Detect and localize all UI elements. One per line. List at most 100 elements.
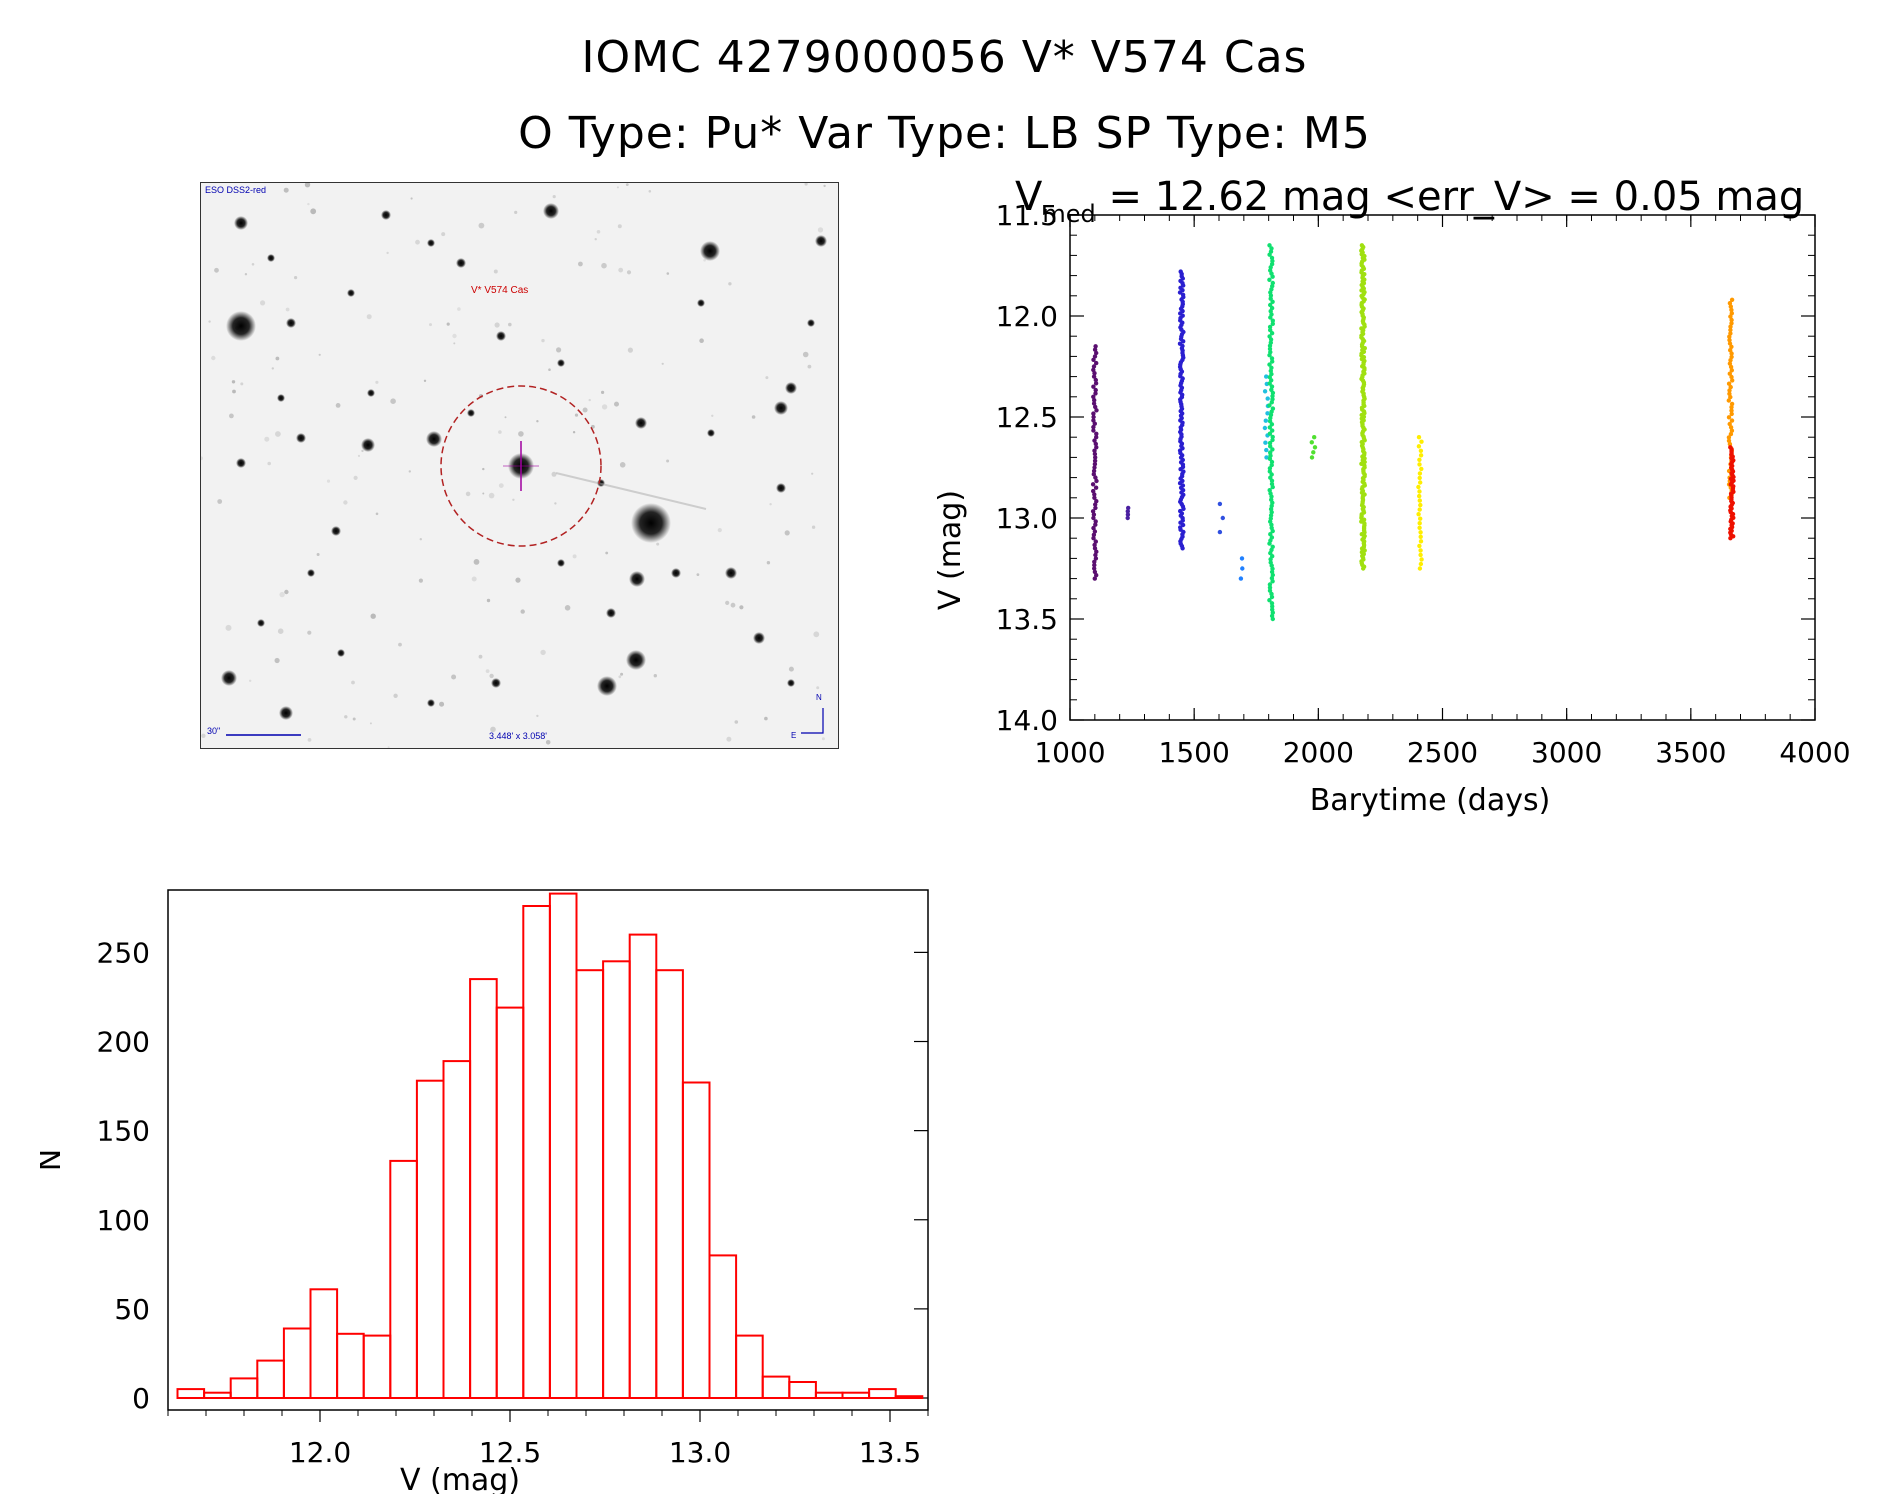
faint-star [316, 553, 320, 556]
data-point [1729, 311, 1734, 316]
faint-star [601, 390, 605, 394]
data-point [1093, 344, 1098, 349]
faint-star [217, 499, 223, 504]
data-point [1418, 539, 1424, 544]
faint-star [627, 347, 633, 353]
data-point [1269, 400, 1274, 405]
data-point [1729, 354, 1734, 360]
faint-star [486, 598, 491, 603]
histogram-frame [167, 889, 929, 1411]
faint-star [656, 542, 660, 546]
star [774, 401, 788, 415]
data-point [1092, 566, 1097, 571]
data-point [1093, 391, 1098, 396]
faint-star [390, 398, 396, 404]
histogram-bar [575, 969, 605, 1399]
x-tick-label: 4000 [1779, 736, 1850, 769]
star-field [201, 183, 838, 748]
histogram-bar [309, 1288, 339, 1399]
faint-star [540, 649, 546, 656]
data-point [1270, 528, 1275, 534]
data-point [1092, 465, 1097, 470]
faint-star [410, 197, 413, 200]
star [496, 331, 506, 341]
data-point [1727, 334, 1732, 339]
data-point [1267, 252, 1272, 257]
data-point [1418, 448, 1424, 453]
y-tick-label: 13.0 [996, 502, 1058, 535]
data-point [1093, 387, 1098, 393]
histogram-bar [203, 1391, 232, 1400]
faint-star [734, 720, 739, 724]
faint-star [574, 413, 579, 417]
faint-star [498, 430, 502, 434]
data-point [1312, 445, 1318, 450]
faint-star [821, 737, 825, 741]
data-point [1727, 421, 1732, 427]
faint-star [267, 461, 271, 466]
data-point [1094, 478, 1099, 484]
data-point [1093, 475, 1098, 480]
faint-star [556, 347, 562, 353]
data-point [1728, 348, 1733, 353]
data-point [1418, 516, 1423, 521]
compass-icon [801, 708, 824, 734]
data-point [1091, 468, 1097, 474]
data-point [1180, 546, 1185, 551]
star [815, 235, 827, 247]
fov-label: 3.448' x 3.058' [489, 731, 547, 741]
histogram-bar [336, 1332, 365, 1399]
faint-star [478, 222, 485, 229]
faint-star [284, 589, 289, 595]
faint-star [717, 528, 722, 533]
data-point [1267, 277, 1272, 282]
y-tick-label: 100 [97, 1204, 150, 1237]
data-point [1092, 421, 1097, 426]
data-point [1309, 455, 1315, 460]
data-point [1093, 455, 1098, 460]
data-point [1091, 536, 1096, 541]
data-point [1270, 447, 1275, 452]
x-tick-label: 3000 [1531, 736, 1602, 769]
histogram-bar [442, 1060, 472, 1399]
survey-label: ESO DSS2-red [205, 185, 267, 195]
faint-star [728, 282, 732, 286]
data-point [1091, 424, 1096, 430]
faint-star [541, 338, 545, 343]
data-point [1093, 377, 1098, 383]
faint-star [441, 232, 446, 237]
faint-star [617, 224, 622, 229]
data-point [1091, 367, 1096, 373]
faint-star [387, 746, 390, 748]
faint-star [478, 654, 483, 659]
star [286, 318, 296, 328]
faint-star [578, 261, 583, 267]
y-tick-label: 13.5 [996, 603, 1058, 636]
faint-star [244, 273, 248, 276]
faint-star [211, 355, 216, 361]
data-point [1270, 299, 1275, 304]
data-point [1269, 594, 1275, 600]
faint-star [696, 573, 700, 576]
histogram-bar [415, 1079, 445, 1399]
faint-star [494, 322, 500, 328]
faint-star [807, 364, 812, 369]
faint-star [318, 353, 321, 356]
data-point [1417, 566, 1423, 571]
faint-star [725, 600, 730, 605]
star [221, 670, 237, 686]
faint-star [811, 472, 814, 475]
histogram-bar [282, 1327, 312, 1399]
data-point [1264, 447, 1269, 453]
data-point [1729, 351, 1734, 356]
data-point [1093, 505, 1098, 511]
scale-label: 30" [207, 726, 221, 736]
data-point [1092, 448, 1097, 453]
data-point [1728, 304, 1733, 309]
faint-star [375, 512, 379, 516]
data-point [1092, 461, 1098, 467]
faint-star [386, 251, 389, 255]
histogram-bar [522, 905, 551, 1399]
data-point [1417, 457, 1422, 462]
x-tick-label: 12.5 [479, 1436, 541, 1469]
